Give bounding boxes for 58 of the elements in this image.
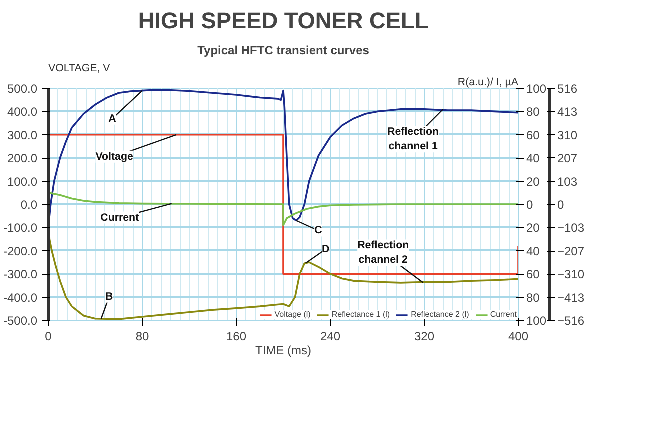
y-tick-label: -500.0 <box>3 314 38 328</box>
legend-label: Current <box>490 310 517 319</box>
y3-tick-label: −207 <box>558 244 585 259</box>
y2-tick-label: 80 <box>526 290 540 305</box>
legend-label: Reflectance 2 (l) <box>411 310 470 319</box>
annotation: A <box>108 112 117 125</box>
y-tick-label: 400.0 <box>7 105 38 120</box>
y3-tick-label: −516 <box>558 314 585 328</box>
y-tick-label: -300.0 <box>3 268 38 282</box>
y3-tick-label: 0 <box>558 198 564 212</box>
annotation: B <box>106 290 114 303</box>
annotation: Reflection channel 1 <box>388 126 440 153</box>
annotation: Reflection channel 2 <box>358 240 410 266</box>
y3-tick-label: 103 <box>558 174 578 189</box>
y-tick-label: 500.0 <box>7 82 38 96</box>
y-tick-label: -400.0 <box>3 290 38 305</box>
y2-tick-label: 80 <box>526 105 540 120</box>
y2-tick-label: 40 <box>526 244 540 258</box>
x-tick-label: 80 <box>136 330 150 344</box>
y2-tick-label: 0 <box>526 198 534 212</box>
y3-tick-label: −310 <box>558 268 585 282</box>
y-tick-label: 100.0 <box>7 174 38 189</box>
chart-subtitle: Typical HFTC transient curves <box>198 44 370 58</box>
y3-tick-label: 413 <box>558 105 578 120</box>
y2-axis-title: R(a.u.)/ I, µA <box>458 76 520 88</box>
line-series <box>48 192 518 226</box>
x-axis-title: TIME (ms) <box>256 344 312 358</box>
y-axis-title: VOLTAGE, V <box>48 62 112 74</box>
y2-tick-label: 60 <box>526 128 540 142</box>
y2-tick-label: 40 <box>526 152 540 166</box>
y-tick-label: -200.0 <box>3 244 38 258</box>
x-tick-label: 400 <box>508 330 529 344</box>
line-series <box>48 134 518 275</box>
annotation: Current <box>100 212 140 224</box>
y2-tick-label: 100 <box>526 314 547 328</box>
y-tick-label: 0.0 <box>20 198 38 212</box>
annotation: D <box>322 243 330 256</box>
legend-label: Reflectance 1 (l) <box>332 310 390 319</box>
annotation: Voltage <box>96 150 134 163</box>
y-tick-label: -100.0 <box>3 221 38 236</box>
legend-label: Voltage (l) <box>274 310 311 319</box>
y3-tick-label: −413 <box>558 290 585 305</box>
y3-tick-label: 516 <box>558 82 578 96</box>
y3-tick-label: 310 <box>558 128 578 142</box>
y-tick-label: 300.0 <box>7 128 38 142</box>
x-tick-label: 0 <box>45 330 52 344</box>
y2-tick-label: 100 <box>526 82 547 96</box>
y-tick-label: 200.0 <box>7 152 38 166</box>
x-tick-label: 320 <box>414 330 435 344</box>
annotation: C <box>314 224 323 237</box>
chart-title: HIGH SPEED TONER CELL <box>138 8 429 34</box>
y2-tick-label: 60 <box>526 268 540 282</box>
y3-tick-label: 207 <box>558 151 578 166</box>
x-tick-label: 240 <box>320 330 341 344</box>
y3-tick-label: −103 <box>558 221 585 236</box>
y2-tick-label: 20 <box>526 174 540 189</box>
x-tick-label: 160 <box>226 330 247 344</box>
y2-tick-label: 20 <box>526 221 540 236</box>
